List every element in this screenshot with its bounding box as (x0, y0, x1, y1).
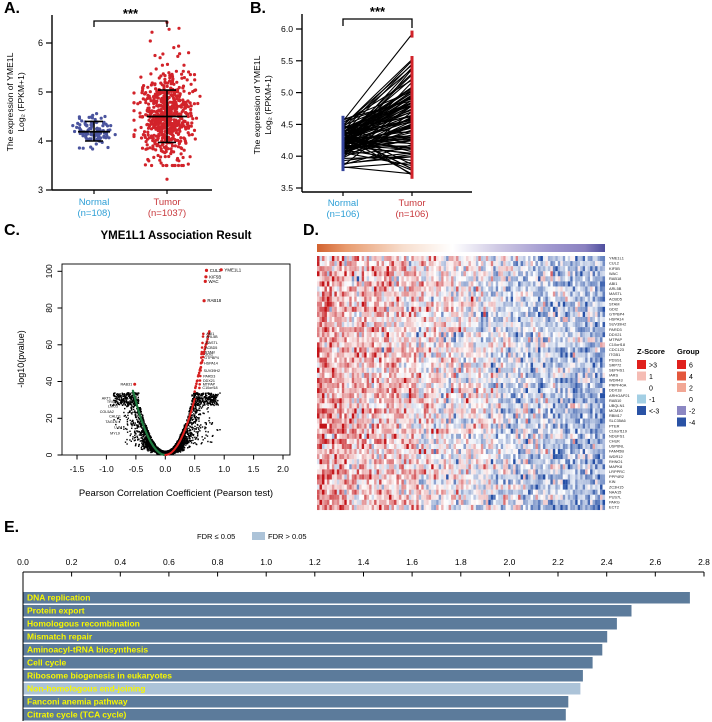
svg-text:COL5A2: COL5A2 (100, 410, 114, 414)
svg-text:Normal: Normal (79, 197, 110, 208)
svg-text:40: 40 (44, 377, 54, 387)
svg-text:0.5: 0.5 (189, 464, 201, 474)
svg-text:PARD3: PARD3 (203, 374, 215, 378)
svg-text:-0.5: -0.5 (129, 464, 144, 474)
svg-text:0.0: 0.0 (159, 464, 171, 474)
svg-text:Log₂ (FPKM+1): Log₂ (FPKM+1) (16, 72, 26, 132)
panel-d: D. YME1L1 CUL2 KIF5B WAC RAB18 ABI1 ARL5B MASTL… (295, 222, 712, 515)
svg-text:MYL9: MYL9 (110, 431, 120, 435)
svg-text:(n=106): (n=106) (395, 209, 428, 220)
panel-e: E. FDR ≤ 0.05 FDR > 0.05 0.0 0.2 0.4 0.6 0.8 1.… (0, 515, 712, 722)
svg-text:KIF5B: KIF5B (209, 274, 221, 279)
panel-b: B. 3.5 4.0 4.5 5.0 5.5 6.0 The expression of Y… (240, 0, 485, 222)
svg-text:4.0: 4.0 (281, 151, 293, 161)
svg-text:TRIO: TRIO (107, 400, 116, 404)
panel-b-paired-line-chart: 3.5 4.0 4.5 5.0 5.5 6.0 The expression of YME1… (240, 0, 485, 222)
svg-text:(n=1037): (n=1037) (148, 208, 186, 219)
svg-text:RAB18: RAB18 (207, 298, 221, 303)
panel-e-svg: FDR ≤ 0.05 FDR > 0.050.0 0.2 0.4 0.6 0.8 1.0 1.… (17, 532, 710, 721)
svg-text:MTPAP: MTPAP (203, 383, 216, 387)
svg-text:SUV39H2: SUV39H2 (204, 369, 220, 373)
svg-text:60: 60 (44, 340, 54, 350)
svg-text:6.0: 6.0 (281, 24, 293, 34)
svg-text:TAGLN: TAGLN (105, 420, 117, 424)
panel-d-svg: YME1L1CUL2KIF5BWACRAB18ABI1ARL5BMASTLACB… (317, 244, 700, 511)
svg-text:6: 6 (38, 38, 43, 48)
svg-text:0: 0 (44, 452, 54, 457)
svg-text:4.5: 4.5 (281, 119, 293, 129)
panel-a-letter: A. (4, 0, 20, 17)
svg-text:3: 3 (38, 185, 43, 195)
svg-text:***: *** (370, 4, 386, 19)
svg-text:The expression of YME1L: The expression of YME1L (5, 52, 15, 151)
svg-text:AKT1: AKT1 (102, 396, 111, 400)
svg-text:80: 80 (44, 303, 54, 313)
svg-text:(n=108): (n=108) (77, 208, 110, 219)
svg-text:Normal: Normal (328, 198, 359, 209)
svg-text:1.0: 1.0 (218, 464, 230, 474)
panel-b-svg: 3.5 4.0 4.5 5.0 5.5 6.0 The expression of YME1… (252, 4, 472, 220)
svg-text:Log₂ (FPKM+1): Log₂ (FPKM+1) (263, 75, 273, 135)
svg-text:WAC: WAC (209, 279, 219, 284)
svg-text:HSPA14: HSPA14 (204, 361, 218, 365)
svg-text:CALD1: CALD1 (109, 415, 121, 419)
svg-text:2.0: 2.0 (277, 464, 289, 474)
panel-c-svg: YME1L1 Association Result -1.5 -1.0 -0.5 0.0… (16, 230, 291, 499)
svg-text:MASTL: MASTL (205, 341, 217, 345)
svg-text:Tumor: Tumor (398, 198, 425, 209)
panel-c: C. YME1L1 Association Result -1.5 -1.0 -0.5… (0, 222, 300, 515)
svg-text:ABI1: ABI1 (206, 332, 214, 336)
svg-text:ACBD5: ACBD5 (205, 346, 217, 350)
svg-text:C10orf18: C10orf18 (202, 386, 217, 390)
svg-text:5: 5 (38, 87, 43, 97)
panel-e-bar-chart: FDR ≤ 0.05 FDR > 0.05 0.0 0.2 0.4 0.6 0.8 1.0 1.… (0, 515, 712, 722)
svg-text:GDI2: GDI2 (205, 352, 214, 356)
svg-text:100: 100 (44, 264, 54, 278)
svg-text:Pearson Correlation Coefficien: Pearson Correlation Coefficient (Pearson… (79, 488, 273, 499)
svg-text:YME1L1: YME1L1 (224, 267, 241, 272)
svg-text:5.0: 5.0 (281, 88, 293, 98)
panel-a: A. 3 4 5 6 The expression of YME1L Log₂ (FPKM… (0, 0, 240, 222)
svg-text:-log10(pvalue): -log10(pvalue) (16, 330, 26, 388)
svg-text:CUL2: CUL2 (210, 268, 222, 273)
svg-text:LUM: LUM (114, 426, 122, 430)
svg-text:5.5: 5.5 (281, 56, 293, 66)
svg-text:***: *** (123, 6, 139, 21)
svg-text:-1.5: -1.5 (70, 464, 85, 474)
svg-text:4: 4 (38, 136, 43, 146)
svg-text:-1.0: -1.0 (99, 464, 114, 474)
panel-e-letter: E. (4, 519, 20, 536)
svg-text:LMO3: LMO3 (108, 405, 118, 409)
svg-text:YME1L1 Association Result: YME1L1 Association Result (100, 230, 251, 242)
svg-text:RAB31: RAB31 (120, 383, 132, 387)
svg-text:20: 20 (44, 413, 54, 423)
panel-b-letter: B. (250, 0, 266, 17)
svg-text:3.5: 3.5 (281, 183, 293, 193)
svg-text:1.5: 1.5 (248, 464, 260, 474)
svg-text:STAM: STAM (205, 350, 215, 354)
svg-text:DDX21: DDX21 (203, 379, 215, 383)
panel-d-heatmap-chart: YME1L1 CUL2 KIF5B WAC RAB18 ABI1 ARL5B MASTL ACB… (295, 222, 712, 515)
panel-a-scatter-chart: 3 4 5 6 The expression of YME1L Log₂ (FPKM+1)… (0, 0, 240, 222)
svg-text:The expression of YME1L: The expression of YME1L (252, 55, 262, 154)
svg-text:(n=106): (n=106) (326, 209, 359, 220)
panel-a-svg: 3 4 5 6 The expression of YME1L Log₂ (FPKM+1)… (5, 6, 212, 219)
panel-d-letter: D. (303, 222, 319, 239)
svg-text:ARL5B: ARL5B (206, 335, 218, 339)
svg-text:GTPBP4: GTPBP4 (204, 356, 219, 360)
panel-c-volcano-chart: YME1L1 Association Result -1.5 -1.0 -0.5 0.0… (0, 222, 300, 515)
svg-text:Tumor: Tumor (153, 197, 180, 208)
panel-c-letter: C. (4, 222, 20, 239)
